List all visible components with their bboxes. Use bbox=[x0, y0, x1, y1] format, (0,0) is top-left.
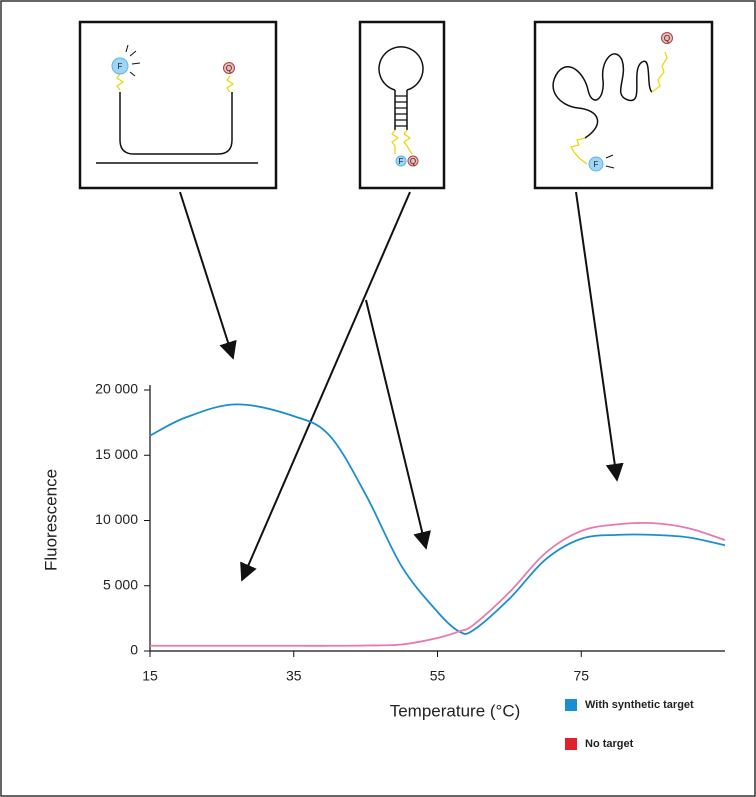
legend-label: With synthetic target bbox=[585, 699, 694, 711]
x-tick-label: 55 bbox=[430, 668, 446, 684]
y-tick-label: 15 000 bbox=[95, 446, 138, 462]
series-line bbox=[150, 521, 726, 647]
random-coil-diagram: Q F bbox=[533, 20, 714, 190]
arrows bbox=[179, 191, 624, 582]
x-tick-label: 75 bbox=[573, 668, 589, 684]
quencher-label: Q bbox=[410, 157, 416, 166]
y-tick-label: 5 000 bbox=[103, 576, 138, 592]
y-tick-label: 20 000 bbox=[95, 381, 138, 397]
fluorophore-label: F bbox=[118, 62, 123, 71]
x-tick-label: 35 bbox=[286, 668, 302, 684]
legend-swatch bbox=[565, 699, 577, 711]
quencher-label: Q bbox=[226, 64, 232, 73]
y-tick-label: 10 000 bbox=[95, 511, 138, 527]
plot: 0 5 000 10 000 15 000 20 000 15 35 55 75 Temperat… bbox=[41, 381, 726, 750]
bound-probe-diagram: F Q bbox=[78, 20, 278, 190]
hairpin-diagram: F Q bbox=[358, 20, 446, 190]
fluorophore-label: F bbox=[594, 160, 599, 169]
y-axis-title: Fluorescence bbox=[41, 469, 60, 571]
quencher-label: Q bbox=[664, 34, 670, 43]
x-axis-title: Temperature (°C) bbox=[390, 701, 521, 720]
legend-label: No target bbox=[585, 738, 634, 750]
fluorophore-label: F bbox=[399, 157, 404, 166]
x-tick-label: 15 bbox=[142, 668, 158, 684]
legend-swatch bbox=[565, 738, 577, 750]
y-tick-label: 0 bbox=[130, 642, 138, 658]
